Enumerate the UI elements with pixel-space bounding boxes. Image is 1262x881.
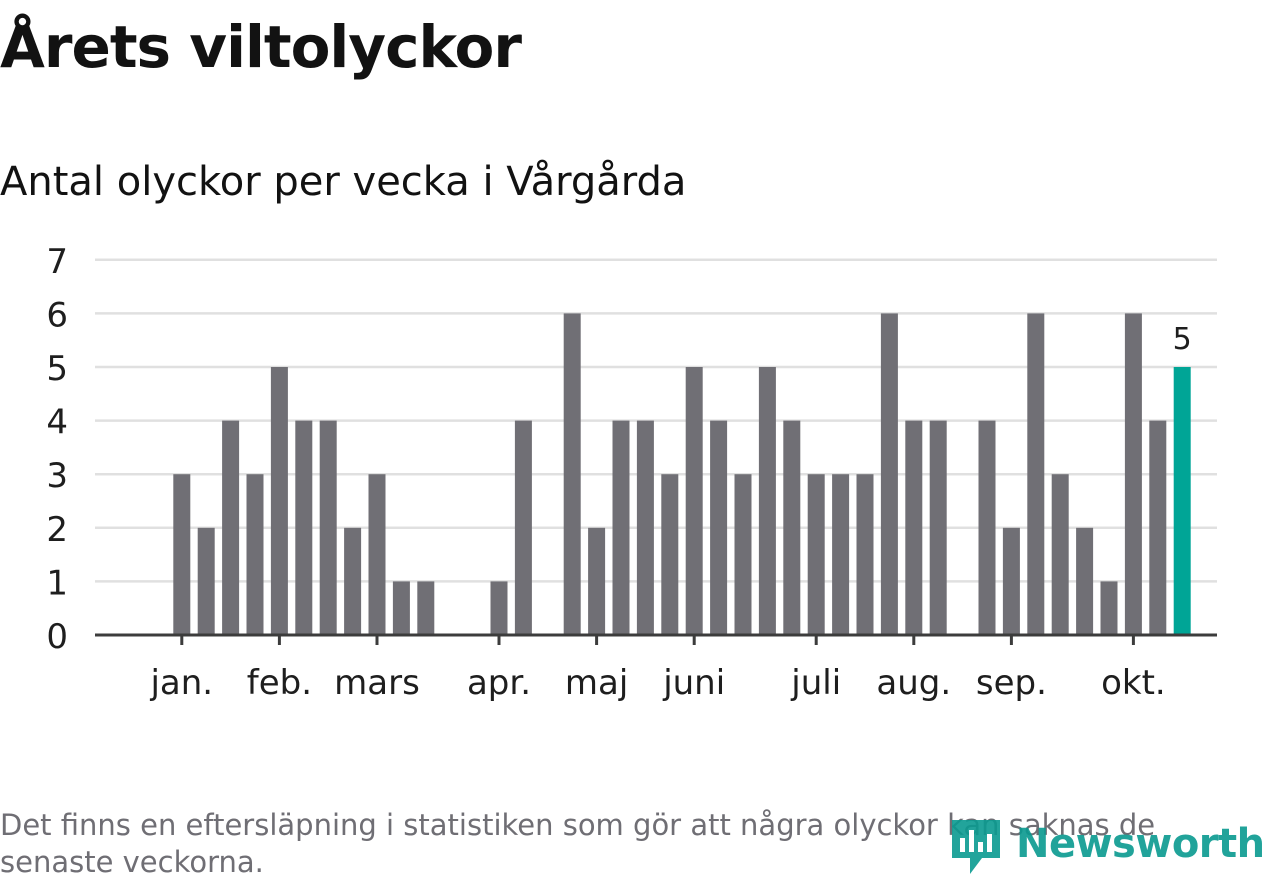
bar [246,474,264,635]
bar [832,474,850,635]
bar [1002,527,1020,635]
bar [173,474,191,635]
y-tick-label: 1 [46,563,68,603]
x-tick-label: maj [565,663,628,703]
x-tick-label: okt. [1101,663,1166,703]
y-tick-label: 4 [46,403,68,443]
x-tick-label: juni [662,663,725,703]
bar [758,367,776,635]
bar [1027,313,1045,635]
data-label: 5 [1173,322,1192,357]
bar [344,527,362,635]
bar [856,474,874,635]
bar [978,420,996,635]
x-tick-label: aug. [876,663,951,703]
bar [270,367,288,635]
newsworthy-logo: Newsworthy [950,814,1262,880]
newsworthy-logo-icon [952,820,1000,874]
y-tick-label: 6 [46,295,68,335]
x-tick-label: sep. [976,663,1047,703]
y-tick-label: 3 [46,456,68,496]
y-tick-label: 0 [46,617,68,657]
bar [1124,313,1142,635]
x-tick-label: mars [334,663,420,703]
x-tick-label: juli [790,663,841,703]
bar [197,527,215,635]
bar [661,474,679,635]
bar [880,313,898,635]
bar [514,420,532,635]
newsworthy-logo-text: Newsworthy [1016,821,1262,867]
bar [222,420,240,635]
bar [636,420,654,635]
bar-highlighted [1173,367,1191,635]
bar [905,420,923,635]
bar [612,420,630,635]
chart-subtitle: Antal olyckor per vecka i Vårgårda [0,159,687,205]
x-tick-label: apr. [467,663,531,703]
bar [588,527,606,635]
bar [490,581,508,635]
bar [807,474,825,635]
bar [1076,527,1094,635]
bar [734,474,752,635]
bar [783,420,801,635]
x-tick-label: feb. [247,663,312,703]
bar [710,420,728,635]
bar [929,420,947,635]
bar [563,313,581,635]
chart-title: Årets viltolyckor [0,13,522,81]
x-tick-label: jan. [149,663,213,703]
y-tick-label: 7 [46,242,68,282]
bar [1100,581,1118,635]
bar [368,474,386,635]
bar [319,420,337,635]
bar [295,420,313,635]
bar [417,581,435,635]
bar [685,367,703,635]
bar [392,581,410,635]
bar [1149,420,1167,635]
bar [1051,474,1069,635]
y-tick-label: 2 [46,510,68,550]
y-tick-label: 5 [46,349,68,389]
